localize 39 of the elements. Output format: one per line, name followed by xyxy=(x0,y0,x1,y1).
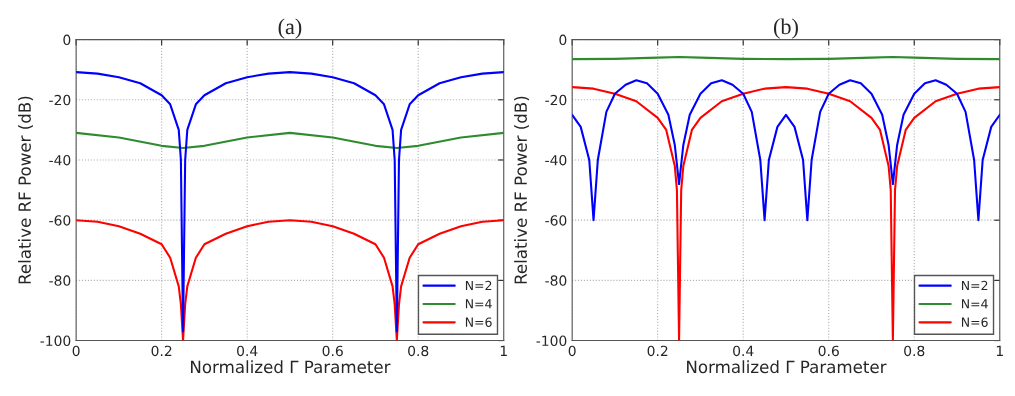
y-tick-label: -20 xyxy=(49,94,71,106)
x-tick-label: 0.4 xyxy=(733,345,754,357)
y-tick-label: -20 xyxy=(545,94,567,106)
y-tick-label: -100 xyxy=(536,335,567,347)
line-series xyxy=(76,131,504,149)
x-tick-label: 1 xyxy=(500,345,507,356)
y-tick-label: -60 xyxy=(49,215,71,226)
y-tick-label: -60 xyxy=(545,215,567,226)
y-tick-label: -100 xyxy=(40,335,71,347)
x-tick-label: 0.4 xyxy=(237,345,258,357)
line-series xyxy=(76,71,504,333)
x-tick-label: 1 xyxy=(996,345,1003,356)
y-tick-label: 0 xyxy=(63,34,71,46)
x-tick-label: 0.6 xyxy=(322,345,343,357)
x-tick-label: 0.6 xyxy=(818,345,839,357)
chart-title: (a) xyxy=(278,18,302,39)
legend-label: N=6 xyxy=(465,317,492,327)
line-series xyxy=(572,79,1000,222)
y-axis-title: Relative RF Power (dB) xyxy=(18,96,33,284)
x-tick-label: 0.2 xyxy=(151,345,172,357)
legend-label: N=4 xyxy=(961,299,988,309)
legend-label: N=2 xyxy=(465,280,492,291)
y-tick-label: 0 xyxy=(559,34,567,46)
legend-label: N=6 xyxy=(961,317,988,327)
x-tick-label: 0.2 xyxy=(647,345,668,357)
x-tick-label: 0 xyxy=(568,345,576,357)
y-tick-label: -80 xyxy=(545,275,567,286)
y-tick-label: -80 xyxy=(49,275,71,286)
legend-label: N=4 xyxy=(465,299,492,309)
x-tick-label: 0.8 xyxy=(904,345,925,357)
y-axis-title: Relative RF Power (dB) xyxy=(514,96,529,284)
x-tick-label: 0 xyxy=(72,345,80,357)
chart-title: (b) xyxy=(773,18,798,39)
y-tick-label: -40 xyxy=(49,154,71,166)
x-axis-title: Normalized Γ Parameter xyxy=(191,360,391,374)
legend-label: N=2 xyxy=(961,280,988,291)
x-axis-title: Normalized Γ Parameter xyxy=(687,360,887,374)
y-tick-label: -40 xyxy=(545,154,567,166)
x-tick-label: 0.8 xyxy=(408,345,429,357)
